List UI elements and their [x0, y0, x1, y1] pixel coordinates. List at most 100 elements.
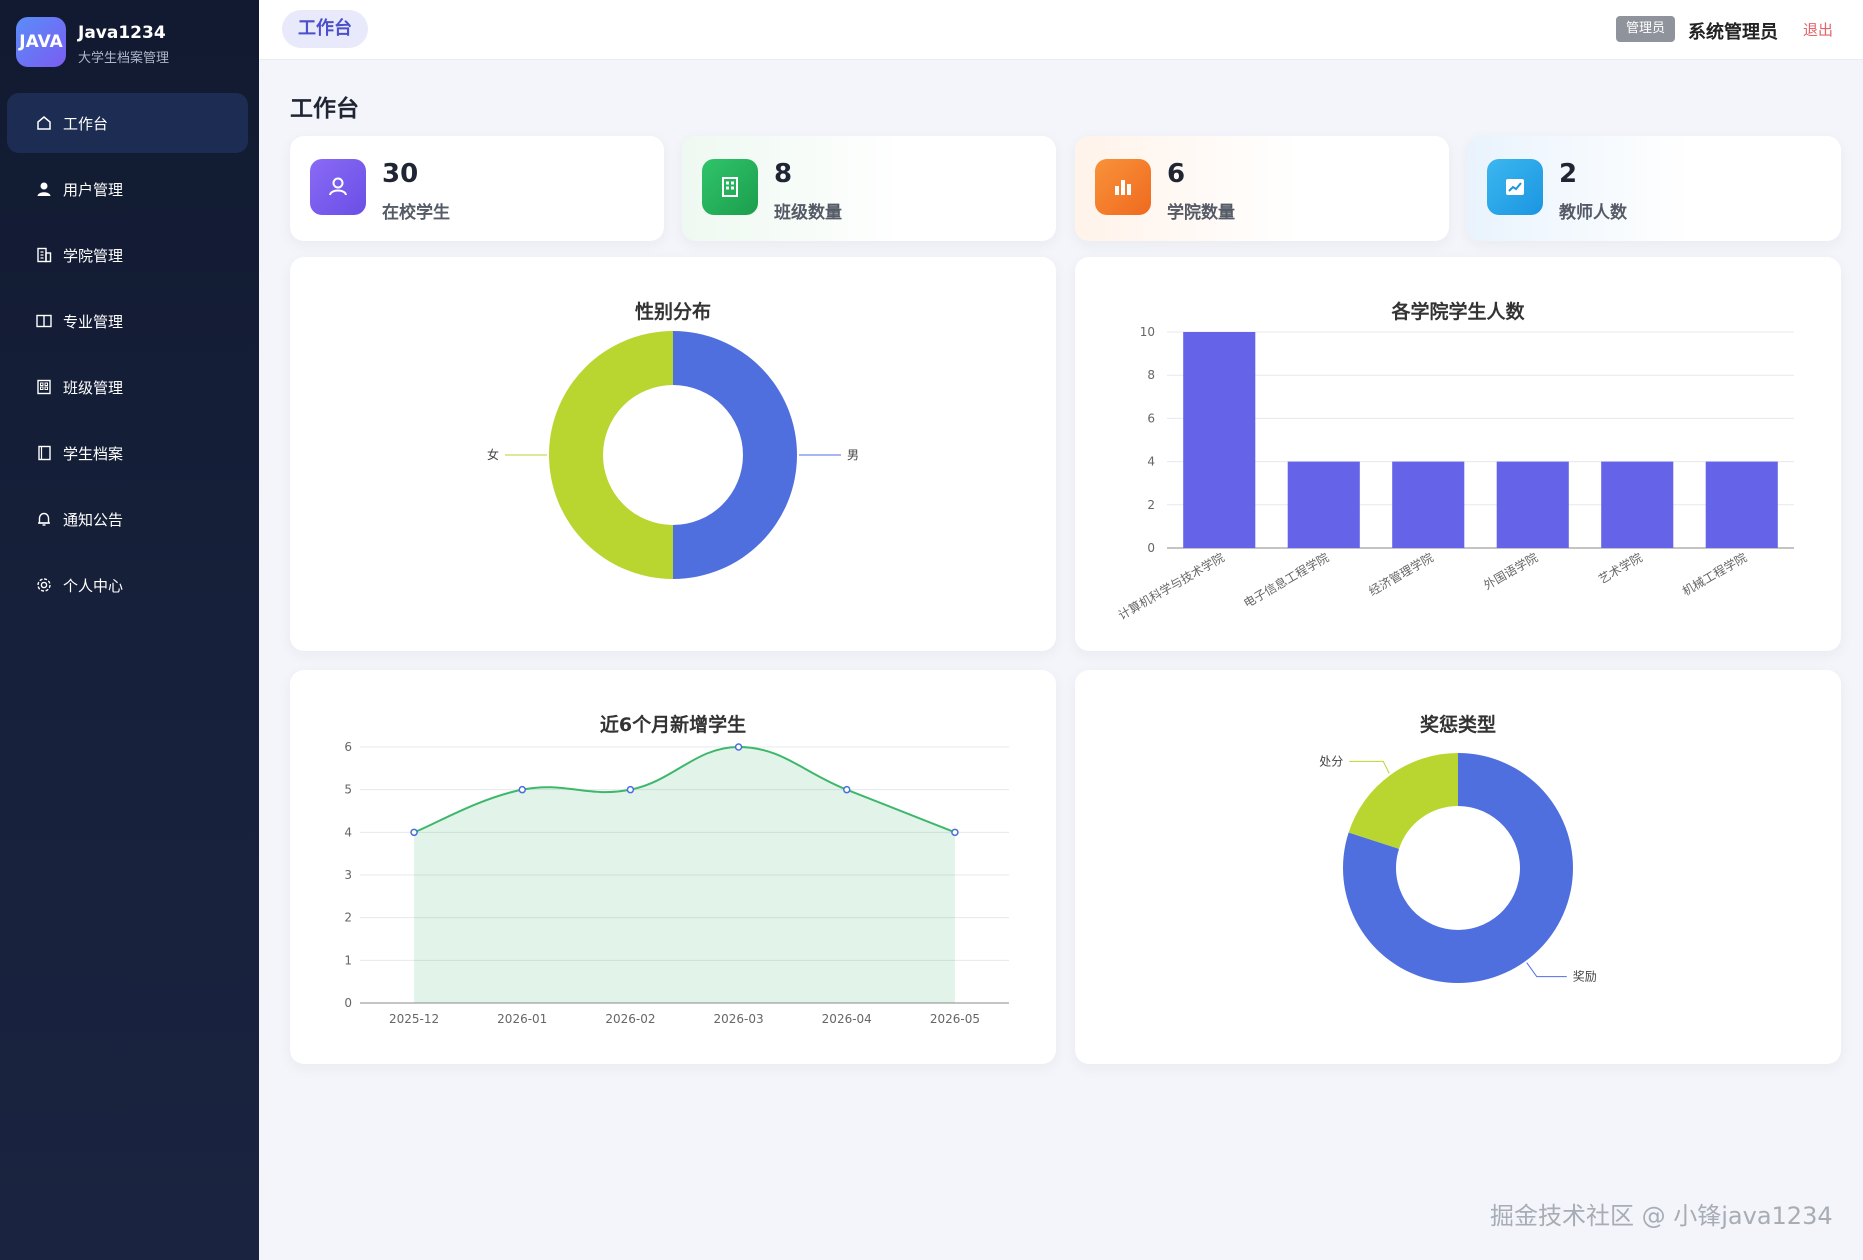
tab-dashboard[interactable]: 工作台: [282, 10, 368, 48]
x-tick-label: 经济管理学院: [1366, 550, 1436, 599]
label-line: [1526, 962, 1567, 978]
stat-card-classes: 8 班级数量: [682, 136, 1056, 241]
gear-icon: [33, 574, 55, 596]
trend-icon: [1487, 159, 1543, 215]
x-tick-label: 2026-05: [930, 1012, 980, 1026]
book-icon: [33, 310, 55, 332]
sidebar-item-label: 个人中心: [63, 576, 124, 595]
chart-title: 奖惩类型: [1419, 714, 1496, 736]
sidebar-item-classes[interactable]: 班级管理: [7, 357, 248, 417]
data-point: [734, 743, 743, 751]
stat-value: 6: [1167, 159, 1186, 189]
y-tick-label: 1: [344, 953, 352, 967]
user-icon: [310, 159, 366, 215]
top-bar: 工作台 管理员 系统管理员 退出: [259, 0, 1863, 60]
rewards-donut-chart: 奖励 处分: [1319, 753, 1597, 984]
y-tick-label: 6: [1147, 411, 1155, 425]
x-tick-label: 外国语学院: [1481, 550, 1540, 593]
chart-title: 各学院学生人数: [1391, 301, 1525, 323]
y-tick-label: 4: [1147, 455, 1155, 469]
bar-chart-icon: [1095, 159, 1151, 215]
stat-card-teachers: 2 教师人数: [1467, 136, 1841, 241]
donut-slice: [1348, 753, 1458, 849]
sidebar-item-notices[interactable]: 通知公告: [7, 489, 248, 549]
chart-panel-colleges: 各学院学生人数 0 2 4 6 8 10 计算机科学与技术学院 电子信息工程学院 经济管理学院 外…: [1075, 257, 1841, 651]
stat-value: 8: [774, 159, 793, 189]
data-point: [951, 828, 959, 837]
sidebar-item-users[interactable]: 用户管理: [7, 159, 248, 219]
x-tick-label: 2026-01: [497, 1012, 547, 1026]
donut-slice: [673, 331, 797, 579]
sidebar-item-colleges[interactable]: 学院管理: [7, 225, 248, 285]
watermark: 掘金技术社区 @ 小锋java1234: [1490, 1202, 1833, 1230]
bar: [1287, 461, 1360, 548]
x-tick-label: 计算机科学与技术学院: [1115, 550, 1226, 623]
x-tick-label: 2026-02: [605, 1012, 655, 1026]
chart-title: 性别分布: [634, 301, 711, 323]
sidebar-item-majors[interactable]: 专业管理: [7, 291, 248, 351]
bar: [1705, 461, 1778, 548]
y-tick-label: 3: [344, 868, 352, 882]
y-tick-label: 2: [344, 911, 352, 925]
stat-value: 2: [1559, 159, 1578, 189]
slice-label: 奖励: [1573, 970, 1597, 984]
y-tick-label: 2: [1147, 498, 1155, 512]
stat-label: 班级数量: [774, 203, 842, 223]
user-name: 系统管理员: [1688, 22, 1778, 43]
sidebar-item-label: 专业管理: [63, 312, 124, 331]
slice-label: 男: [847, 448, 859, 462]
y-tick-label: 10: [1140, 325, 1155, 339]
sidebar-item-label: 班级管理: [63, 378, 124, 397]
stat-label: 教师人数: [1559, 203, 1627, 223]
sidebar: JAVA Java1234 大学生档案管理 工作台 用户管理 学院管理: [0, 0, 259, 1260]
sidebar-item-label: 学院管理: [63, 246, 124, 265]
y-tick-label: 4: [344, 825, 352, 839]
building-icon: [702, 159, 758, 215]
gender-donut-chart: 男女: [487, 331, 859, 579]
data-point: [843, 785, 851, 794]
bar: [1601, 461, 1674, 548]
x-tick-label: 机械工程学院: [1679, 550, 1749, 599]
brand[interactable]: JAVA Java1234 大学生档案管理: [16, 17, 246, 69]
bar: [1392, 461, 1465, 548]
sidebar-item-label: 工作台: [63, 114, 109, 133]
slice-label: 处分: [1319, 754, 1343, 768]
home-icon: [33, 112, 55, 134]
chart-title: 近6个月新增学生: [599, 714, 747, 736]
office-icon: [33, 376, 55, 398]
notebook-icon: [33, 442, 55, 464]
role-badge: 管理员: [1616, 16, 1676, 42]
bar: [1183, 332, 1256, 548]
brand-logo: JAVA: [16, 17, 66, 67]
building-icon: [33, 244, 55, 266]
chart-panel-gender: 性别分布 男女: [290, 257, 1056, 651]
data-point: [410, 828, 418, 837]
donut-slice: [549, 331, 673, 579]
y-tick-label: 6: [344, 740, 352, 754]
y-tick-label: 0: [1147, 541, 1155, 555]
brand-name: Java1234: [78, 23, 166, 43]
stat-label: 在校学生: [382, 203, 450, 223]
x-tick-label: 电子信息工程学院: [1241, 550, 1332, 611]
stat-label: 学院数量: [1167, 203, 1235, 223]
sidebar-item-student-files[interactable]: 学生档案: [7, 423, 248, 483]
chart-panel-monthly: 近6个月新增学生 0 1 2 3 4 5 6 2025-12 2026-01 2026-02 202…: [290, 670, 1056, 1064]
user-icon: [33, 178, 55, 200]
page-title: 工作台: [290, 96, 359, 122]
series-line: [413, 745, 956, 834]
label-line: [1349, 760, 1390, 774]
y-tick-label: 5: [344, 783, 352, 797]
sidebar-item-profile[interactable]: 个人中心: [7, 555, 248, 615]
chart-panel-rewards: 奖惩类型 奖励 处分: [1075, 670, 1841, 1064]
sidebar-item-dashboard[interactable]: 工作台: [7, 93, 248, 153]
logout-link[interactable]: 退出: [1803, 21, 1834, 39]
brand-subtitle: 大学生档案管理: [78, 51, 170, 66]
bar: [1496, 461, 1569, 548]
x-tick-label: 2026-04: [822, 1012, 872, 1026]
data-point: [518, 785, 526, 794]
x-tick-label: 2026-03: [714, 1012, 764, 1026]
y-tick-label: 0: [344, 996, 352, 1010]
stat-card-students: 30 在校学生: [290, 136, 664, 241]
data-point: [626, 785, 635, 794]
area-fill: [414, 747, 955, 1003]
